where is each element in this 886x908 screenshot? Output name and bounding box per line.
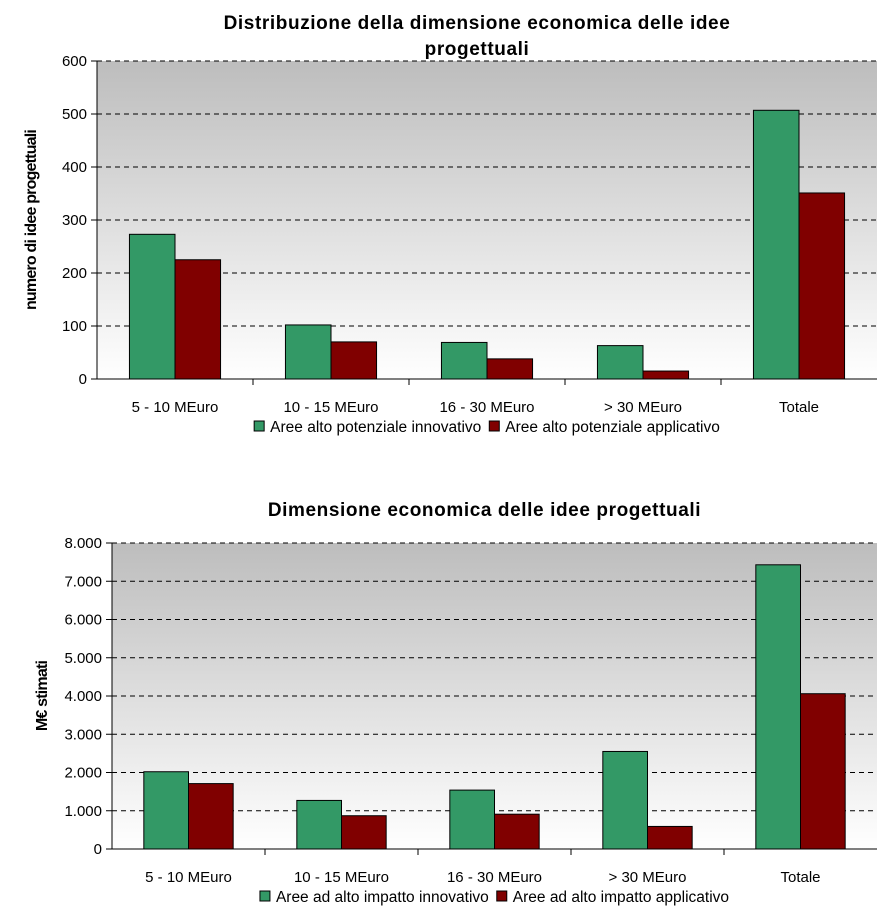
y-tick-label: 8.000 [64,535,102,552]
y-tick-label: 100 [62,318,87,335]
chart-idee-count: Distribuzione della dimensione economica… [23,13,877,436]
x-tick-label: 10 - 15 MEuro [283,399,378,416]
x-tick-label: 5 - 10 MEuro [132,399,219,416]
legend-swatch-innovativo [259,890,271,902]
legend-swatch-applicativo [496,890,508,902]
bar-applicativo [494,813,540,850]
legend-swatch-applicativo [488,420,500,432]
y-tick-label: 2.000 [64,765,102,782]
bar-innovativo [596,345,644,380]
bar-innovativo [296,799,343,850]
legend: Aree alto potenziale innovativo Aree alto… [253,419,720,436]
bar-applicativo [330,341,378,380]
bar-applicativo [341,815,387,850]
y-tick-label: 400 [62,159,87,176]
legend: Aree ad alto impatto innovativo Aree ad a… [259,889,729,906]
bar-innovativo [284,324,332,380]
y-tick-label: 5.000 [64,650,102,667]
x-tick-label: Totale [780,869,820,886]
bar-innovativo [440,341,488,380]
x-tick-label: > 30 MEuro [604,399,682,416]
y-tick-label: 0 [94,841,102,858]
x-tick-label: 16 - 30 MEuro [447,869,542,886]
y-axis-label: numero di idee progettuali [23,130,40,310]
x-tick-label: Totale [779,399,819,416]
x-tick-label: 10 - 15 MEuro [294,869,389,886]
y-tick-label: 200 [62,265,87,282]
legend-label-applicativo: Aree alto potenziale applicativo [505,419,720,436]
x-tick-label: 16 - 30 MEuro [439,399,534,416]
chart-title: Dimensione economica delle idee progettu… [268,500,701,521]
y-axis-label: M€ stimati [34,661,51,732]
bar-applicativo [798,192,846,380]
chart-economic-value: Dimensione economica delle idee progettu… [34,500,877,906]
y-tick-label: 500 [62,106,87,123]
legend-label-applicativo: Aree ad alto impatto applicativo [513,889,729,906]
y-tick-label: 4.000 [64,688,102,705]
bar-applicativo [647,825,693,850]
bar-innovativo [128,233,176,380]
y-tick-label: 600 [62,53,87,70]
bar-applicativo [486,358,534,380]
y-tick-label: 6.000 [64,612,102,629]
chart-title: Distribuzione della dimensione economica… [224,13,731,34]
bar-innovativo [602,750,648,850]
chart-title: progettuali [425,39,530,60]
bar-applicativo [188,783,234,850]
legend-swatch-innovativo [253,420,265,432]
x-tick-label: > 30 MEuro [609,869,687,886]
bar-innovativo [755,564,801,850]
y-tick-label: 300 [62,212,87,229]
bar-innovativo [143,771,190,850]
bar-applicativo [642,370,690,380]
bar-innovativo [449,789,496,850]
y-tick-label: 7.000 [64,573,102,590]
bar-applicativo [800,693,846,850]
y-tick-label: 1.000 [64,803,102,820]
bar-applicativo [174,259,222,380]
legend-label-innovativo: Aree ad alto impatto innovativo [276,889,489,906]
bar-innovativo [752,109,800,380]
legend-label-innovativo: Aree alto potenziale innovativo [270,419,481,436]
x-tick-label: 5 - 10 MEuro [145,869,232,886]
y-tick-label: 0 [79,371,87,388]
y-tick-label: 3.000 [64,726,102,743]
